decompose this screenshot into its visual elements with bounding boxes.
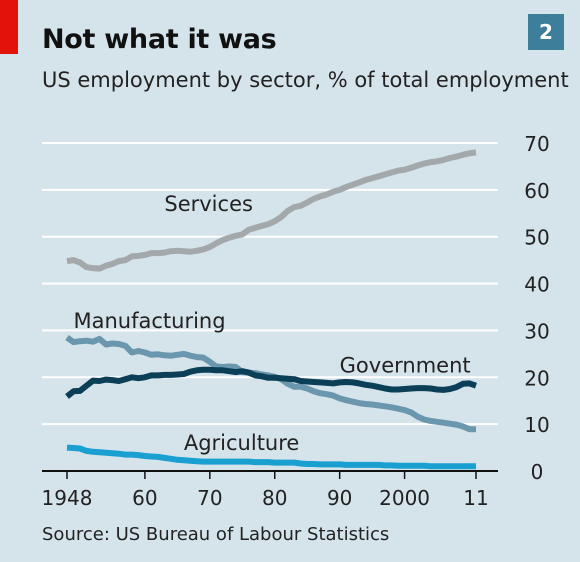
source-note: Source: US Bureau of Labour Statistics	[42, 524, 390, 545]
series-labels: Services Manufacturing Government Agricultu…	[73, 192, 470, 455]
series-label-services: Services	[164, 192, 253, 216]
series-line-government	[65, 366, 478, 399]
series-line-services	[66, 149, 477, 272]
y-tick-label: 60	[524, 179, 549, 203]
y-tick-label: 40	[524, 273, 549, 297]
series-line-manufacturing	[65, 335, 476, 433]
chart-number-badge: 2	[528, 14, 564, 50]
y-tick-label: 70	[524, 132, 549, 156]
x-tick-label: 80	[262, 486, 287, 510]
x-tick-label: 90	[327, 486, 352, 510]
y-tick-label: 30	[524, 319, 549, 343]
x-tick-label: 60	[132, 486, 157, 510]
series-label-manufacturing: Manufacturing	[73, 309, 225, 333]
series-line-agriculture	[66, 444, 476, 470]
y-tick-label: 10	[524, 413, 549, 437]
x-axis: 1948 60 70 80 90 2000 11	[42, 470, 498, 510]
brand-tab	[0, 0, 18, 54]
chart-subtitle: US employment by sector, % of total empl…	[42, 68, 569, 92]
x-tick-label: 11	[463, 486, 488, 510]
x-tick-label: 2000	[379, 486, 430, 510]
series-label-government: Government	[340, 354, 471, 378]
chart-title: Not what it was	[42, 24, 277, 55]
y-tick-label: 50	[524, 226, 549, 250]
y-tick-label: 0	[531, 460, 544, 484]
x-tick-label: 1948	[42, 486, 93, 510]
x-tick-label: 70	[197, 486, 222, 510]
y-axis-ticks: 0 10 20 30 40 50 60 70	[524, 132, 549, 484]
series-label-agriculture: Agriculture	[184, 431, 300, 455]
y-tick-label: 20	[524, 366, 549, 390]
series-lines	[65, 149, 478, 470]
